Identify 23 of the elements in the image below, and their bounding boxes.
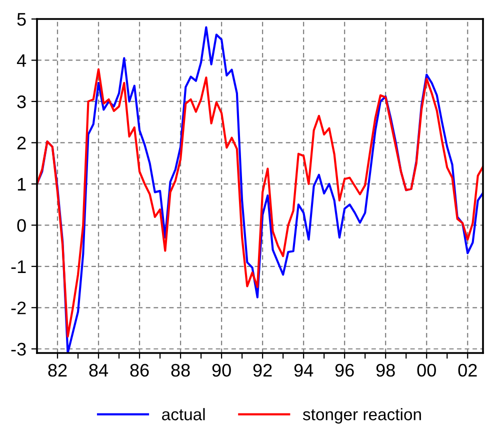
x-tick-label: 94 (294, 364, 314, 377)
y-tick-label: -3 (11, 342, 26, 356)
y-tick-label: -2 (11, 302, 26, 314)
x-tick-label: 00 (417, 364, 436, 377)
y-tick-label: -1 (11, 260, 26, 273)
x-tick-label: 88 (171, 364, 190, 377)
x-tick-label: 02 (458, 364, 477, 377)
x-tick-label: 92 (253, 364, 272, 377)
line-series (37, 68, 483, 338)
y-tick-label: 3 (17, 95, 26, 108)
y-tick-label: 4 (16, 54, 26, 67)
y-tick-label: 1 (18, 178, 26, 190)
x-tick-label: 90 (212, 364, 231, 377)
x-tick-label: 96 (335, 364, 354, 377)
y-tick-label: 5 (17, 13, 26, 26)
y-tick-label: 2 (17, 136, 26, 150)
x-tick-label: 86 (130, 364, 149, 377)
x-tick-label: 82 (48, 364, 67, 377)
legend-label: actual (162, 408, 205, 420)
y-tick-label: 0 (17, 219, 26, 232)
legend-label: stonger reaction (302, 408, 421, 424)
x-tick-label: 98 (376, 364, 395, 377)
x-tick-label: 84 (89, 364, 108, 377)
